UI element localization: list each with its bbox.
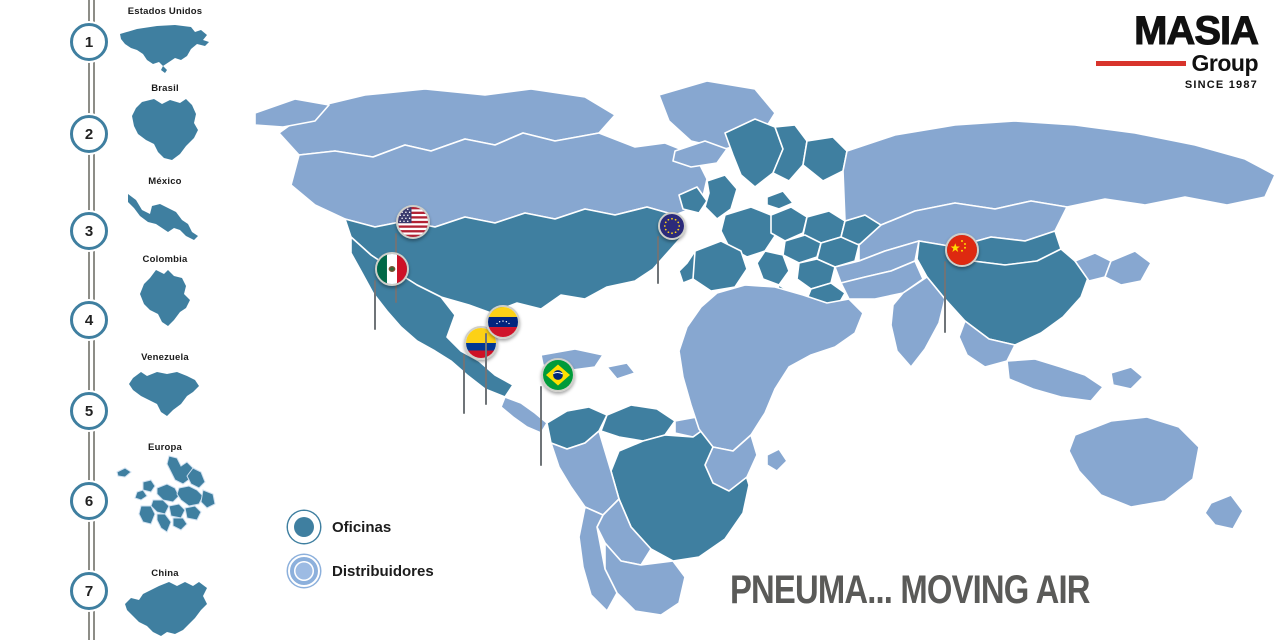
venezuela-flag-icon xyxy=(488,307,518,337)
timeline-label-europe: Europa xyxy=(148,442,182,453)
pin-stem xyxy=(374,280,376,330)
timeline-label-brazil: Brasil xyxy=(151,83,179,94)
tagline: PNEUMA... MOVING AIR xyxy=(730,568,1090,612)
mexico-icon xyxy=(128,194,198,240)
legend-item-offices[interactable]: Oficinas xyxy=(288,508,434,546)
timeline-node-7[interactable]: 7 xyxy=(70,572,108,610)
venezuela-icon xyxy=(129,372,199,416)
timeline-node-5[interactable]: 5 xyxy=(70,392,108,430)
us-flag-icon xyxy=(398,207,428,237)
timeline-shape-colombia xyxy=(110,268,220,330)
map-legend: Oficinas Distribuidores xyxy=(288,508,434,596)
country-denmark xyxy=(766,190,794,210)
logo-wordmark: MASIA xyxy=(1134,9,1260,53)
pin-stem xyxy=(485,333,487,405)
eu-flag-icon xyxy=(660,214,684,238)
timeline-node-6[interactable]: 6 xyxy=(70,482,108,520)
timeline-label-mexico: México xyxy=(148,176,182,187)
timeline-shape-brazil xyxy=(110,96,220,164)
logo-group-row: Group xyxy=(1078,52,1258,75)
country-united-kingdom xyxy=(704,174,738,220)
pin-disc xyxy=(396,205,430,239)
mexico-flag-icon xyxy=(377,254,407,284)
country-southern-africa xyxy=(704,434,758,492)
timeline-shape-mexico xyxy=(110,190,220,248)
pin-disc xyxy=(375,252,409,286)
timeline-node-2[interactable]: 2 xyxy=(70,115,108,153)
timeline-shape-china xyxy=(110,578,220,640)
pin-disc xyxy=(541,358,575,392)
brazil-icon xyxy=(132,99,198,160)
country-australia xyxy=(1068,416,1200,508)
country-portugal xyxy=(678,250,696,284)
timeline-label-united-states: Estados Unidos xyxy=(127,6,203,17)
pin-stem xyxy=(657,236,659,284)
colombia-icon xyxy=(140,270,190,326)
pin-stem xyxy=(540,386,542,466)
country-hispaniola xyxy=(606,362,636,380)
country-sweden xyxy=(772,124,808,182)
timeline-shape-venezuela xyxy=(110,366,220,422)
pin-stem xyxy=(463,354,465,414)
legend-label-distributors: Distribuidores xyxy=(332,562,434,580)
distributors-marker-icon xyxy=(288,555,320,587)
timeline-label-colombia: Colombia xyxy=(142,254,188,265)
world-map-svg xyxy=(255,80,1276,615)
country-alaska xyxy=(255,98,330,128)
country-iceland xyxy=(672,140,728,168)
country-madagascar xyxy=(766,448,788,472)
timeline-label-venezuela: Venezuela xyxy=(141,352,189,363)
masia-group-logo: MASIA Group SINCE 1987 xyxy=(1078,9,1260,91)
country-southeast-asia xyxy=(958,320,1016,368)
timeline-label-china: China xyxy=(151,568,179,579)
country-new-zealand xyxy=(1204,494,1244,530)
timeline-node-1[interactable]: 1 xyxy=(70,23,108,61)
country-finland xyxy=(802,136,848,182)
united-states-icon xyxy=(120,25,209,73)
country-india xyxy=(890,276,946,368)
china-icon xyxy=(125,582,207,636)
pin-stem xyxy=(944,261,946,333)
country-russia xyxy=(842,120,1276,226)
logo-subword: Group xyxy=(1191,50,1259,76)
brazil-flag-icon xyxy=(543,360,573,390)
country-papua xyxy=(1110,366,1144,390)
offices-marker-icon xyxy=(288,511,320,543)
world-map xyxy=(255,55,1280,615)
pin-disc xyxy=(486,305,520,339)
pin-disc xyxy=(464,326,498,360)
logo-since: SINCE 1987 xyxy=(1184,79,1258,91)
country-ireland xyxy=(678,186,708,214)
pin-disc xyxy=(658,212,686,240)
legend-item-distributors[interactable]: Distribuidores xyxy=(288,552,434,590)
country-norway xyxy=(724,118,784,188)
timeline-shape-europe xyxy=(110,454,220,538)
timeline-node-4[interactable]: 4 xyxy=(70,301,108,339)
timeline-node-3[interactable]: 3 xyxy=(70,212,108,250)
china-flag-icon xyxy=(947,235,977,265)
legend-label-offices: Oficinas xyxy=(332,518,392,536)
timeline-shape-united-states xyxy=(110,18,220,76)
country-italy xyxy=(756,250,790,286)
logo-red-bar xyxy=(1095,61,1186,66)
country-chile xyxy=(578,506,618,612)
europe-icon xyxy=(116,455,216,533)
country-indonesia xyxy=(1006,358,1104,402)
country-japan xyxy=(1104,250,1152,286)
pin-disc xyxy=(945,233,979,267)
continent-africa xyxy=(678,284,864,452)
